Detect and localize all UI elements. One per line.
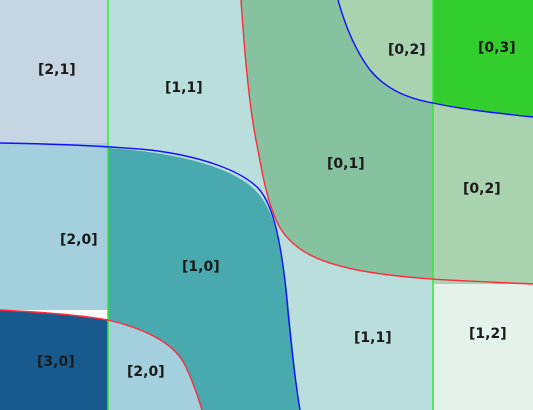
red-curve-bottom [0,309,203,410]
blue-curve-top [337,0,533,118]
label-region-1-1-bottom: [1,1] [354,330,392,346]
label-region-0-2-top: [0,2] [388,42,426,58]
region-0-2-top [338,0,433,103]
red-curve-main [240,0,533,285]
region-0-2-right [433,103,533,284]
region-2-0-left [0,143,108,310]
label-region-2-1: [2,1] [38,62,76,78]
label-region-2-0-left: [2,0] [60,232,98,248]
region-1-2 [433,280,533,410]
blue-curve-main [0,142,301,410]
label-region-1-0: [1,0] [182,259,220,275]
label-region-0-1: [0,1] [327,156,365,172]
region-2-0-bottom [108,320,202,410]
label-region-1-2: [1,2] [469,326,507,342]
label-region-2-0-bottom: [2,0] [127,364,165,380]
label-region-0-2-right: [0,2] [463,181,501,197]
label-region-0-3: [0,3] [478,40,516,56]
label-region-3-0: [3,0] [37,354,75,370]
label-region-1-1-top: [1,1] [165,80,203,96]
region-0-3 [433,0,533,117]
region-3-0 [0,310,108,410]
region-2-1 [0,0,108,143]
